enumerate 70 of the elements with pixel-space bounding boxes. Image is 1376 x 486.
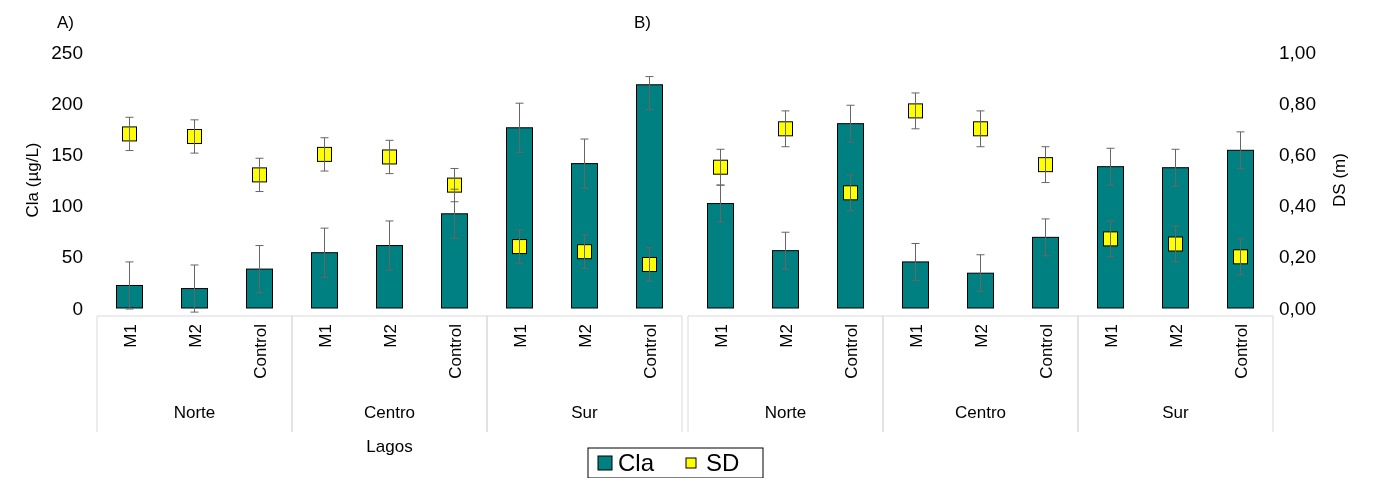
y-tick-label: 100 — [51, 195, 83, 217]
bar — [1032, 236, 1059, 309]
bar — [376, 245, 403, 309]
bar — [837, 123, 864, 309]
point — [122, 126, 137, 142]
bar — [902, 261, 929, 309]
y-tick-label: 150 — [51, 144, 83, 166]
x-tick-label: M2 — [185, 324, 205, 348]
y2-tick-label: 0,00 — [1279, 297, 1316, 319]
y2-tick-label: 0,20 — [1279, 246, 1316, 268]
text: Norte — [764, 403, 807, 422]
point — [843, 185, 858, 201]
point — [1233, 249, 1248, 265]
point — [1103, 231, 1118, 247]
x-tick-label: Control — [1231, 324, 1251, 379]
text: A) — [57, 13, 74, 32]
point — [252, 167, 267, 183]
bar — [1097, 166, 1124, 309]
bar — [116, 284, 143, 309]
point — [187, 128, 202, 144]
legend-label: SD — [706, 449, 740, 477]
y2-tick-label: 0,80 — [1279, 92, 1316, 114]
x-tick-label: M1 — [120, 324, 140, 348]
bar — [181, 288, 208, 309]
legend-label: Cla — [618, 449, 655, 477]
point — [1038, 157, 1053, 173]
point — [908, 103, 923, 119]
x-tick-label: M1 — [711, 324, 731, 348]
x-tick-label: M2 — [575, 324, 595, 348]
point — [973, 121, 988, 137]
x-tick-label: Control — [841, 324, 861, 379]
y2-tick-label: 0,40 — [1279, 195, 1316, 217]
x-tick-label: Control — [445, 324, 465, 379]
x-tick-label: M2 — [1166, 324, 1186, 348]
y2-tick-label: 0,60 — [1279, 144, 1316, 166]
y-tick-label: 250 — [51, 41, 83, 63]
point — [382, 149, 397, 165]
y-tick-label: 50 — [61, 246, 83, 268]
bar — [967, 272, 994, 309]
x-tick-label: Control — [1036, 324, 1056, 379]
text: Centro — [954, 403, 1007, 422]
y-tick-label: 200 — [51, 92, 83, 114]
bar — [1227, 149, 1254, 309]
bar — [1162, 167, 1189, 309]
x-tick-label: M2 — [380, 324, 400, 348]
bar — [506, 127, 533, 309]
x-tick-label: M1 — [1101, 324, 1121, 348]
bar — [246, 268, 273, 309]
y-axis-title: Cla (µg/L) — [23, 142, 42, 218]
point — [317, 146, 332, 162]
text: B) — [634, 13, 651, 32]
text: Norte — [173, 403, 216, 422]
x-axis-title: Lagos — [366, 437, 413, 456]
text: Sur — [1162, 403, 1190, 422]
x-tick-label: Control — [250, 324, 270, 379]
x-tick-label: M1 — [906, 324, 926, 348]
text: Centro — [363, 403, 416, 422]
text: Sur — [571, 403, 599, 422]
y-tick-label: 0 — [72, 297, 83, 319]
y2-tick-label: 1,00 — [1279, 41, 1316, 63]
x-tick-label: Control — [640, 324, 660, 379]
x-tick-label: M2 — [971, 324, 991, 348]
y2-axis-title: DS (m) — [1330, 153, 1349, 207]
bar — [311, 252, 338, 309]
point — [512, 239, 527, 255]
x-tick-label: M1 — [510, 324, 530, 348]
x-tick-label: M1 — [315, 324, 335, 348]
x-tick-label: M2 — [776, 324, 796, 348]
bar — [441, 213, 468, 309]
point — [1168, 236, 1183, 252]
